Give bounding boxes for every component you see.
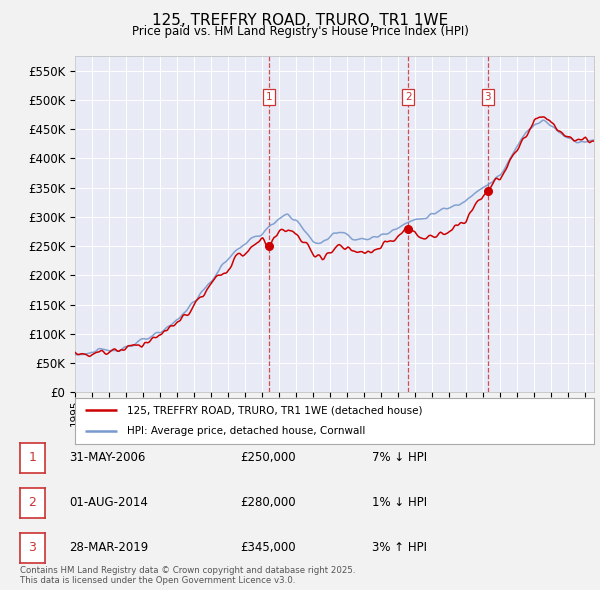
Text: £250,000: £250,000: [240, 451, 296, 464]
Text: 125, TREFFRY ROAD, TRURO, TR1 1WE: 125, TREFFRY ROAD, TRURO, TR1 1WE: [152, 13, 448, 28]
Text: Price paid vs. HM Land Registry's House Price Index (HPI): Price paid vs. HM Land Registry's House …: [131, 25, 469, 38]
Text: 28-MAR-2019: 28-MAR-2019: [69, 541, 148, 554]
Text: 2: 2: [28, 496, 37, 510]
Text: 1% ↓ HPI: 1% ↓ HPI: [372, 496, 427, 509]
Text: £280,000: £280,000: [240, 496, 296, 509]
Text: 2: 2: [405, 92, 412, 102]
Text: 1: 1: [266, 92, 272, 102]
Text: 7% ↓ HPI: 7% ↓ HPI: [372, 451, 427, 464]
Text: HPI: Average price, detached house, Cornwall: HPI: Average price, detached house, Corn…: [127, 426, 365, 436]
Text: 125, TREFFRY ROAD, TRURO, TR1 1WE (detached house): 125, TREFFRY ROAD, TRURO, TR1 1WE (detac…: [127, 405, 422, 415]
Text: 3: 3: [484, 92, 491, 102]
Text: 01-AUG-2014: 01-AUG-2014: [69, 496, 148, 509]
Text: 3% ↑ HPI: 3% ↑ HPI: [372, 541, 427, 554]
Text: £345,000: £345,000: [240, 541, 296, 554]
Text: 31-MAY-2006: 31-MAY-2006: [69, 451, 145, 464]
Text: 3: 3: [28, 541, 37, 555]
Text: Contains HM Land Registry data © Crown copyright and database right 2025.
This d: Contains HM Land Registry data © Crown c…: [20, 566, 355, 585]
Text: 1: 1: [28, 451, 37, 464]
